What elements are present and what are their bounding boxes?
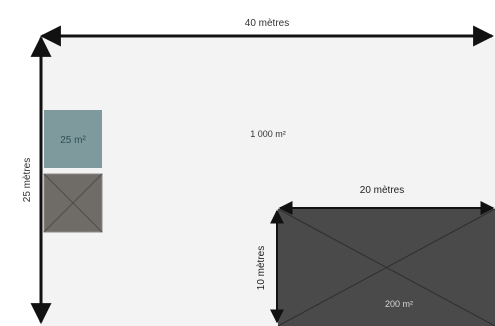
small-area-label: 25 m² xyxy=(60,135,86,146)
building-height-label: 10 mètres xyxy=(256,246,267,290)
building-width-label: 20 mètres xyxy=(360,185,404,196)
left-dimension-label: 25 mètres xyxy=(22,158,33,202)
building-area-label: 200 m² xyxy=(385,299,413,309)
small-grey-box xyxy=(43,173,103,233)
building xyxy=(277,208,495,326)
small-blue-box xyxy=(44,110,102,168)
top-dimension-label: 40 mètres xyxy=(245,18,289,29)
total-area-label: 1 000 m² xyxy=(250,129,286,139)
